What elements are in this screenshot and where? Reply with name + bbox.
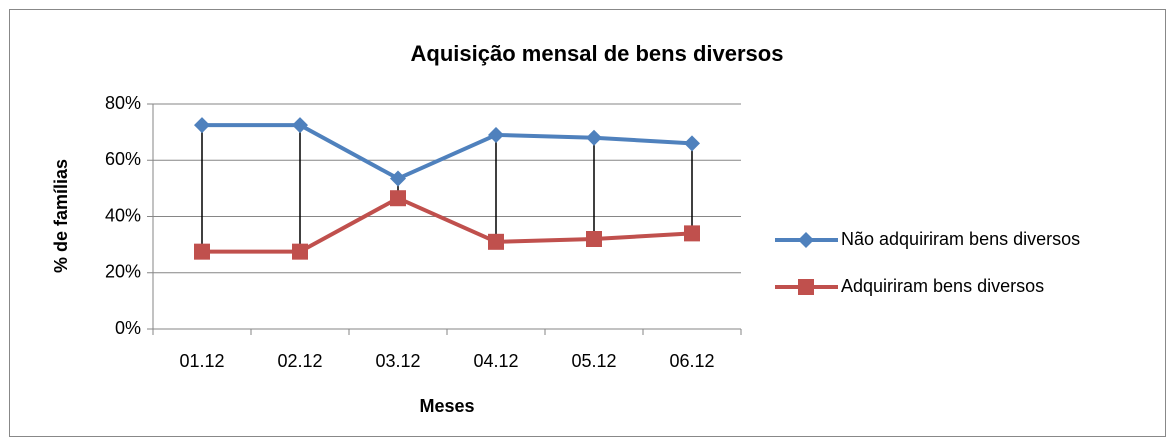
x-tick-label: 05.12 <box>571 351 616 371</box>
marker <box>390 170 406 187</box>
y-tick-label: 60% <box>105 149 141 169</box>
x-tick-label: 04.12 <box>473 351 518 371</box>
y-tick-label: 80% <box>105 93 141 113</box>
legend-label: Adquiriram bens diversos <box>841 276 1044 296</box>
series-line <box>202 196 693 254</box>
x-tick-label: 02.12 <box>277 351 322 371</box>
marker <box>586 231 602 247</box>
marker <box>684 135 700 152</box>
x-tick-label: 01.12 <box>179 351 224 371</box>
marker <box>194 117 210 134</box>
marker <box>194 243 210 260</box>
marker <box>292 117 308 134</box>
x-tick-label: 06.12 <box>669 351 714 371</box>
marker <box>586 129 602 146</box>
marker <box>390 190 406 207</box>
y-axis-label: % de famílias <box>51 159 71 273</box>
marker <box>292 243 308 260</box>
y-tick-label: 0% <box>115 318 141 338</box>
x-tick-label: 03.12 <box>375 351 420 371</box>
y-tick-label: 20% <box>105 262 141 282</box>
y-tick-label: 40% <box>105 205 141 225</box>
legend-marker <box>798 232 814 248</box>
marker <box>684 225 700 242</box>
marker <box>488 233 504 250</box>
legend-label: Não adquiriram bens diversos <box>841 229 1080 249</box>
marker <box>488 126 504 143</box>
series-line <box>202 123 693 181</box>
x-axis-label: Meses <box>419 396 474 416</box>
chart-title: Aquisição mensal de bens diversos <box>411 41 784 66</box>
chart-border <box>9 9 1166 437</box>
legend-marker <box>798 279 814 295</box>
